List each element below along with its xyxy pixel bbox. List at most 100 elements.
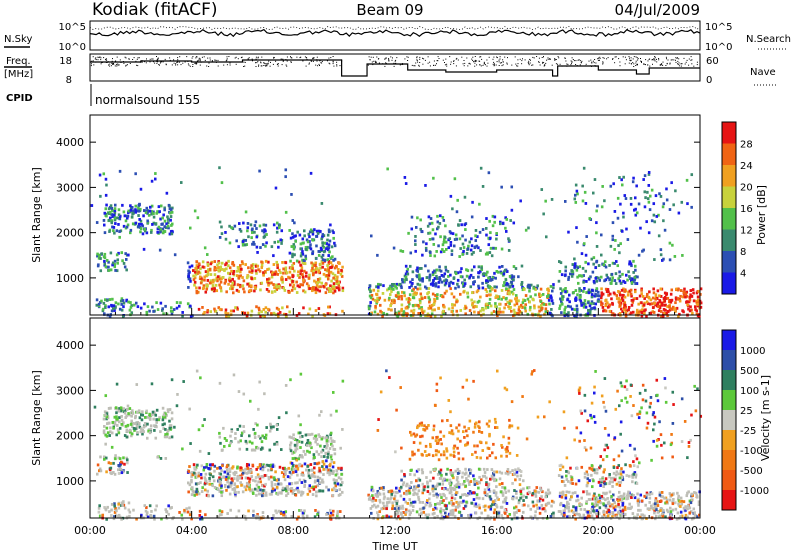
power-cell [248,270,251,274]
nave-point [277,63,279,65]
power-cell [444,268,448,272]
nave-point [247,58,249,60]
power-cell [618,251,621,255]
velocity-cell [261,475,265,479]
velocity-cell [340,466,343,470]
power-cell [114,203,117,207]
nave-point [267,62,269,64]
power-cell [469,285,473,289]
velocity-cell [539,486,542,490]
velocity-cell [261,468,265,471]
nave-point [599,57,601,59]
velocity-cell [321,460,325,464]
power-cell [564,290,567,294]
power-cell [273,289,277,293]
power-cell [96,252,99,256]
velocity-cell [484,504,487,508]
power-cell [134,221,138,225]
velocity-cell [472,491,475,495]
power-cell [583,242,586,246]
velocity-cell [544,495,548,499]
velocity-cell [226,469,229,473]
velocity-cell [123,411,127,415]
nave-point [622,56,624,58]
power-cell [163,219,167,223]
nave-point [402,64,404,65]
velocity-cell [253,431,257,435]
power-cell [456,271,460,275]
power-cell [578,287,581,291]
power-cell [567,304,570,308]
power-cell [239,229,243,233]
power-cell [329,290,332,293]
velocity-cell [172,516,175,519]
power-cell [120,251,124,255]
power-cell [619,202,622,206]
power-cell [508,239,511,243]
power-cell [195,291,199,295]
power-cell [246,274,250,278]
power-cell [526,312,530,316]
power-cell [587,262,590,266]
power-cell [137,206,140,210]
velocity-cell [275,441,279,444]
power-cell [230,226,233,230]
power-cell [539,300,543,304]
power-cell [145,313,149,316]
velocity-cell [211,463,215,467]
velocity-cell [481,497,485,501]
velocity-cell [322,473,325,476]
power-cell [649,194,652,198]
power-cell [104,298,107,302]
nave-point [266,65,268,67]
power-cell [656,289,660,293]
power-cell [661,205,665,209]
nave-point [472,59,474,61]
velocity-cell [128,407,132,410]
colorbar-swatch [722,229,736,251]
velocity-cell [469,471,472,475]
power-cell [118,217,122,221]
nave-point [91,63,92,65]
power-cell [214,283,218,287]
nave-point [313,57,315,59]
power-cell [294,239,297,243]
velocity-cell [429,504,433,507]
velocity-cell [473,504,477,508]
power-cell [209,262,213,266]
power-cell [562,295,565,299]
power-cell [159,301,163,305]
nave-point [641,61,642,63]
power-cell [618,275,622,278]
velocity-cell [321,478,324,482]
power-cell [485,227,488,230]
velocity-cell [454,493,458,496]
power-cell [654,303,657,307]
power-cell [690,205,693,209]
velocity-cell [217,515,220,519]
velocity-cell [295,487,298,491]
power-cell [461,234,464,238]
velocity-cell [119,467,123,471]
velocity-cell [545,502,548,506]
velocity-cell [518,509,521,513]
velocity-cell [204,479,208,483]
velocity-cell [200,515,204,519]
power-cell [232,270,236,273]
velocity-cell [113,502,116,506]
velocity-cell [493,517,496,521]
power-cell [391,283,394,286]
velocity-cell [477,503,481,507]
power-cell [465,252,469,255]
power-cell [418,275,421,279]
power-cell [304,246,308,249]
velocity-cell [290,461,294,465]
velocity-cell [409,469,413,472]
nave-point [208,66,210,67]
power-cell [539,287,543,291]
velocity-cell [120,471,124,475]
velocity-cell [448,491,452,495]
power-cell [458,237,462,241]
nave-point [630,57,632,59]
power-cell [244,239,248,242]
